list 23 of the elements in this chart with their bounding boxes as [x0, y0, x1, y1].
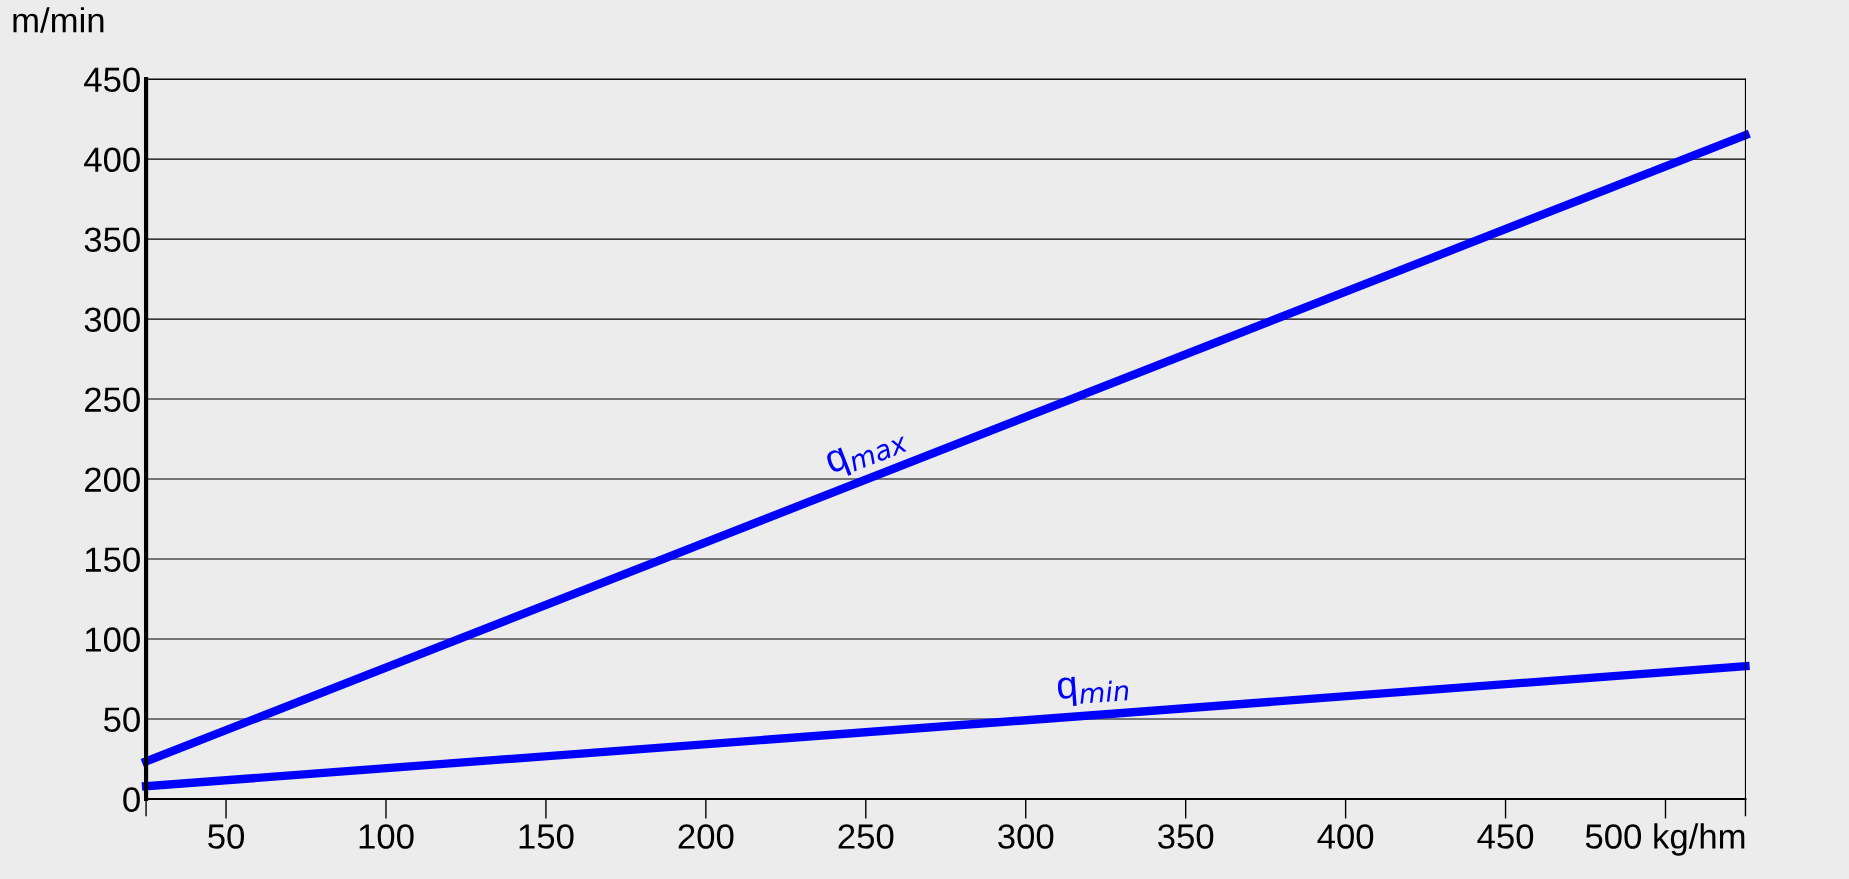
- annotation: q$_{min}$: [1057, 672, 1129, 707]
- x-tick-label: 300: [998, 824, 1054, 849]
- y-tick-label: 200: [85, 467, 140, 492]
- y-tick-label: 50: [103, 707, 140, 732]
- x-tick-label: 450: [1477, 824, 1534, 849]
- x-tick-label: 350: [1158, 824, 1214, 849]
- y-tick-label: 100: [85, 627, 140, 652]
- annotation: q$_{max}$: [824, 424, 910, 481]
- x-tick-label: 250: [838, 824, 894, 849]
- y-tick-label: 150: [85, 547, 140, 572]
- y-tick-label: 250: [85, 387, 140, 412]
- x-tick-label: 400: [1317, 824, 1374, 849]
- x-tick-label: 50: [208, 824, 244, 849]
- x-tick-label: 100: [359, 824, 414, 849]
- y-axis-title: m/min: [13, 7, 104, 33]
- y-tick-label: 350: [84, 227, 140, 253]
- y-tick-label: 400: [84, 147, 140, 173]
- x-tick-label: 500 kg/hm: [1585, 823, 1745, 856]
- x-tick-label: 200: [678, 824, 734, 849]
- y-tick-label: 450: [84, 67, 140, 93]
- y-tick-label: 0: [123, 787, 140, 812]
- x-tick-label: 150: [519, 824, 574, 849]
- y-tick-label: 300: [84, 307, 140, 332]
